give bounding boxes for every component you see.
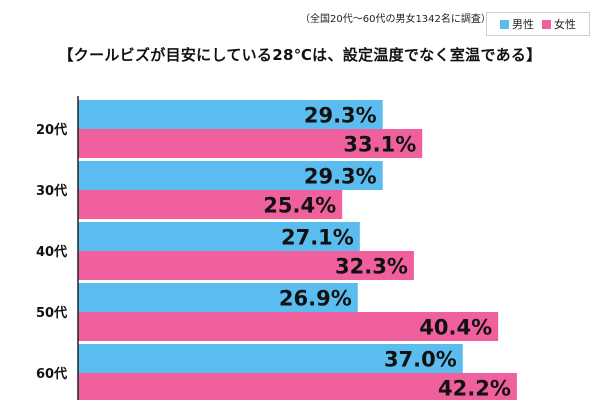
data-label: 29.3% [304, 104, 377, 128]
category-label: 50代 [36, 305, 67, 321]
bar [78, 373, 517, 400]
bar [78, 251, 414, 280]
bar [78, 190, 343, 219]
legend-item-male: 男性 [500, 16, 534, 32]
data-label: 37.0% [384, 348, 457, 372]
data-label: 42.2% [438, 377, 511, 400]
data-label: 33.1% [343, 133, 416, 157]
bar [78, 283, 358, 312]
bar [78, 129, 423, 158]
category-label: 60代 [36, 366, 67, 382]
category-label: 30代 [36, 183, 67, 199]
legend-item-female: 女性 [542, 16, 576, 32]
category-label: 20代 [36, 122, 67, 138]
bar [78, 312, 499, 341]
legend-label-male: 男性 [512, 18, 534, 31]
legend-label-female: 女性 [554, 18, 576, 31]
legend-swatch-female [542, 19, 551, 29]
data-label: 25.4% [263, 194, 336, 218]
bar [78, 161, 383, 190]
data-label: 27.1% [281, 226, 354, 250]
bar [78, 222, 360, 251]
bar [78, 344, 463, 373]
legend-swatch-male [500, 19, 509, 29]
data-label: 29.3% [304, 165, 377, 189]
category-label: 40代 [36, 244, 67, 260]
survey-note: （全国20代～60代の男女1342名に調査） [300, 14, 491, 25]
data-label: 40.4% [419, 316, 492, 340]
data-label: 32.3% [335, 255, 408, 279]
chart-title: 【クールビズが目安にしている28℃は、設定温度でなく室温である】 [58, 46, 542, 64]
bar [78, 100, 383, 129]
data-label: 26.9% [279, 287, 352, 311]
legend: 男性 女性 [486, 12, 590, 36]
